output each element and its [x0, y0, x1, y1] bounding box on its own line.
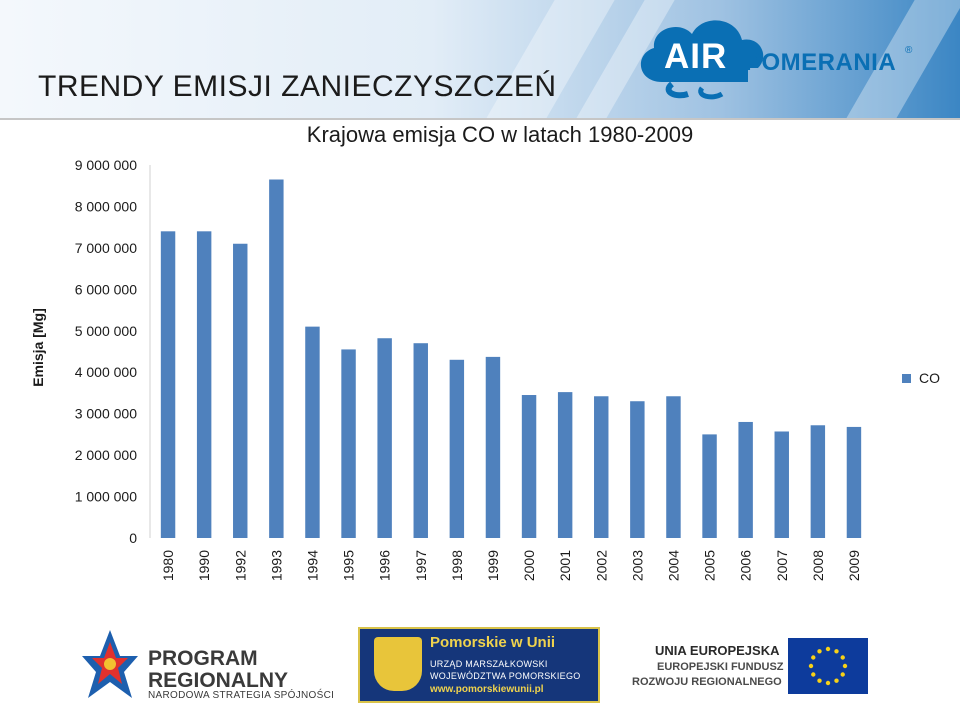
x-tick-label: 2004	[665, 550, 681, 581]
bar-1980	[160, 231, 176, 539]
eu-star	[811, 672, 816, 677]
y-tick-label: 8 000 000	[75, 198, 137, 214]
x-tick-label: 2008	[810, 550, 826, 581]
bar-2005	[702, 434, 717, 538]
bar-2007	[774, 431, 789, 538]
eu-flag-icon	[788, 638, 868, 694]
bar-1990	[196, 231, 212, 539]
pomorskie-title: Pomorskie w Unii	[430, 634, 556, 651]
bar-2001	[557, 392, 573, 538]
x-tick-label: 2000	[521, 550, 537, 581]
air-pomerania-cloud-icon	[640, 20, 764, 100]
pomorskie-url: www.pomorskiewunii.pl	[430, 684, 544, 695]
x-tick-label: 1992	[232, 550, 248, 581]
x-tick-label: 2006	[738, 550, 754, 581]
bar-2006	[738, 421, 753, 538]
x-tick-label: 1993	[268, 550, 284, 581]
x-tick-label: 1990	[196, 550, 212, 581]
x-tick-label: 2005	[702, 550, 718, 581]
eu-star	[834, 678, 839, 683]
y-tick-label: 1 000 000	[75, 489, 137, 505]
y-axis-title: Emisja [Mg]	[30, 308, 46, 387]
x-tick-label: 2002	[593, 550, 609, 581]
eu-star	[840, 672, 845, 677]
program-regionalny-logo-icon	[82, 630, 138, 698]
bar-2003	[630, 401, 645, 538]
bar-2008	[810, 425, 826, 538]
program-line1: PROGRAM	[148, 647, 258, 670]
x-tick-label: 2009	[846, 550, 862, 581]
bar-2009	[846, 426, 862, 538]
bar-1994	[305, 326, 320, 538]
chart-title: Krajowa emisja CO w latach 1980-2009	[306, 122, 694, 147]
page-title: TRENDY EMISJI ZANIECZYSZCZEŃ	[38, 70, 557, 103]
eu-star	[817, 678, 822, 683]
bar-1999	[485, 356, 501, 538]
x-tick-label: 2007	[774, 550, 790, 581]
pomorskie-line2: WOJEWÓDZTWA POMORSKIEGO	[430, 671, 581, 681]
logo-registered-mark: ®	[905, 45, 913, 56]
legend-label: CO	[919, 370, 940, 386]
y-tick-label: 9 000 000	[75, 157, 137, 173]
eu-star	[825, 680, 831, 686]
eu-star	[840, 655, 845, 660]
eu-star	[817, 649, 822, 654]
program-regionalny-text: PROGRAM REGIONALNY	[148, 648, 288, 692]
pomorskie-line1: URZĄD MARSZAŁKOWSKI	[430, 659, 548, 669]
program-subtitle: NARODOWA STRATEGIA SPÓJNOŚCI	[148, 690, 335, 701]
x-tick-label: 1997	[413, 550, 429, 581]
x-tick-label: 2001	[557, 550, 573, 581]
eu-line3: ROZWOJU REGIONALNEGO	[632, 676, 782, 688]
eu-star	[825, 646, 831, 652]
bar-1993	[269, 179, 284, 538]
bar-1995	[341, 349, 356, 538]
bar-1996	[377, 338, 392, 538]
program-line2: REGIONALNY	[148, 669, 289, 692]
y-tick-label: 2 000 000	[75, 447, 137, 463]
logo-text-air: AIR	[664, 37, 728, 76]
bar-1997	[413, 343, 428, 538]
eu-star	[811, 655, 816, 660]
legend-swatch	[902, 373, 911, 383]
bar-2002	[594, 396, 609, 538]
bar-1992	[233, 243, 248, 538]
y-tick-label: 4 000 000	[75, 364, 137, 380]
eu-star	[808, 663, 814, 669]
header-banner	[0, 0, 960, 118]
y-tick-label: 3 000 000	[75, 406, 137, 422]
x-tick-label: 1999	[485, 550, 501, 581]
y-tick-label: 7 000 000	[75, 240, 137, 256]
bar-2000	[521, 395, 537, 538]
chart-legend: CO	[902, 370, 940, 386]
x-tick-label: 1995	[341, 550, 357, 581]
logo-text-pomerania: POMERANIA	[745, 49, 897, 76]
bar-chart: Emisja [Mg] 0 1 000 000 2 000 000 3 000 000…	[30, 157, 862, 581]
x-tick-label: 2003	[629, 550, 645, 581]
x-tick-label: 1998	[449, 550, 465, 581]
y-tick-label: 6 000 000	[75, 281, 137, 297]
eu-line2: EUROPEJSKI FUNDUSZ	[657, 661, 784, 673]
y-tick-label: 0	[129, 530, 137, 546]
eu-star	[842, 663, 848, 669]
eu-star	[834, 649, 839, 654]
x-tick-label: 1996	[377, 550, 393, 581]
bar-1998	[449, 359, 465, 538]
y-tick-label: 5 000 000	[75, 323, 137, 339]
x-tick-label: 1994	[304, 550, 320, 581]
bar-2004	[666, 396, 681, 538]
eu-line1: UNIA EUROPEJSKA	[655, 643, 780, 658]
griffin-crest-icon	[374, 637, 422, 691]
x-tick-label: 1980	[160, 550, 176, 581]
